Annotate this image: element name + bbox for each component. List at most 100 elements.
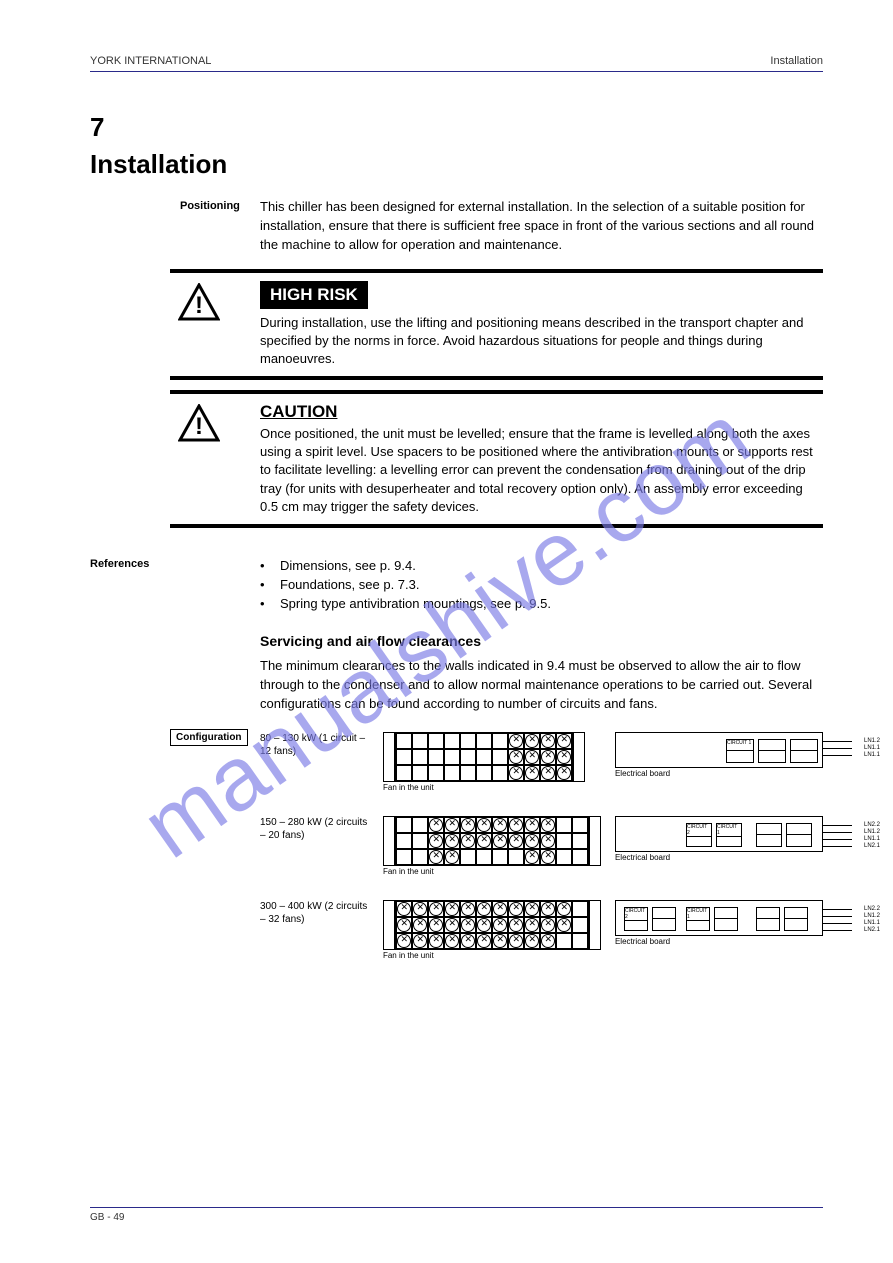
- section-title: Installation: [90, 149, 823, 180]
- fan-cell: [492, 901, 508, 917]
- svg-text:!: !: [195, 292, 203, 319]
- fan-cell: [428, 833, 444, 849]
- fan-cell: [508, 901, 524, 917]
- fan-cell: [540, 917, 556, 933]
- fan-cell: [428, 917, 444, 933]
- fan-cell: [540, 765, 556, 781]
- lead-line: [822, 923, 852, 924]
- fan-grid: [395, 900, 589, 950]
- fan-cell: [460, 817, 476, 833]
- fan-cell: [396, 817, 412, 833]
- unit-endcap: [383, 816, 395, 866]
- lead-label: LN1.2: [864, 829, 880, 835]
- fan-cell: [476, 817, 492, 833]
- fan-icon: [541, 766, 555, 780]
- fan-icon: [525, 902, 539, 916]
- fan-cell: [428, 733, 444, 749]
- fan-cell: [492, 765, 508, 781]
- fan-cell: [524, 901, 540, 917]
- fan-cell: [396, 833, 412, 849]
- fan-cell: [396, 749, 412, 765]
- fan-cell: [444, 901, 460, 917]
- fan-cell: [460, 933, 476, 949]
- configurations: 80 – 130 kW (1 circuit – 12 fans)Fan in …: [260, 732, 823, 960]
- fan-cell: [540, 833, 556, 849]
- fan-icon: [493, 934, 507, 948]
- fan-grid: [395, 732, 573, 782]
- fan-cell: [572, 901, 588, 917]
- diagram-caption: Fan in the unit: [383, 867, 601, 876]
- fan-cell: [444, 933, 460, 949]
- fan-cell: [412, 901, 428, 917]
- config-row: 80 – 130 kW (1 circuit – 12 fans)Fan in …: [260, 732, 823, 792]
- fan-cell: [572, 833, 588, 849]
- fan-icon: [429, 934, 443, 948]
- fan-cell: [540, 849, 556, 865]
- fan-cell: [524, 917, 540, 933]
- fan-cell: [476, 833, 492, 849]
- fan-cell: [508, 917, 524, 933]
- fan-cell: [460, 765, 476, 781]
- fan-icon: [461, 918, 475, 932]
- fan-cell: [524, 765, 540, 781]
- lead-label: LN1.1: [864, 752, 880, 758]
- fan-icon: [461, 818, 475, 832]
- board-diagram: CIRCUIT 1LN1.2LN1.1LN1.1Electrical board: [615, 732, 823, 778]
- reference-item: •Foundations, see p. 7.3.: [260, 577, 823, 592]
- board-slot: [652, 907, 676, 931]
- fan-cell: [396, 733, 412, 749]
- fan-cell: [508, 833, 524, 849]
- lead-line: [822, 846, 852, 847]
- fan-cell: [492, 749, 508, 765]
- fan-icon: [445, 902, 459, 916]
- lead-line: [822, 839, 852, 840]
- fan-cell: [524, 849, 540, 865]
- fan-cell: [524, 833, 540, 849]
- unit-endcap: [383, 900, 395, 950]
- diagram-caption: Fan in the unit: [383, 783, 601, 792]
- positioning-label: Positioning: [180, 200, 330, 212]
- header-section: Installation: [770, 55, 823, 67]
- fan-icon: [461, 934, 475, 948]
- fan-cell: [508, 817, 524, 833]
- fan-cell: [492, 817, 508, 833]
- fan-cell: [412, 733, 428, 749]
- fan-cell: [476, 749, 492, 765]
- fan-cell: [524, 749, 540, 765]
- fan-icon: [477, 818, 491, 832]
- fan-icon: [493, 918, 507, 932]
- fan-cell: [524, 817, 540, 833]
- clearance-paragraph: The minimum clearances to the walls indi…: [260, 657, 823, 714]
- fan-cell: [556, 817, 572, 833]
- unit-endcap: [383, 732, 395, 782]
- fan-icon: [429, 902, 443, 916]
- fan-grid: [395, 816, 589, 866]
- fan-cell: [492, 833, 508, 849]
- fan-icon: [525, 918, 539, 932]
- reference-text: Spring type antivibration mountings, see…: [280, 596, 551, 611]
- fan-cell: [412, 849, 428, 865]
- configuration-label: Configuration: [170, 729, 248, 746]
- fan-cell: [476, 901, 492, 917]
- lead-line: [822, 930, 852, 931]
- fan-cell: [556, 749, 572, 765]
- danger-text: During installation, use the lifting and…: [260, 314, 823, 369]
- fan-icon: [557, 734, 571, 748]
- fan-cell: [428, 901, 444, 917]
- fan-cell: [508, 749, 524, 765]
- lead-label: LN1.2: [864, 913, 880, 919]
- board-slot: CIRCUIT 2: [686, 823, 712, 847]
- board-diagram: CIRCUIT 2CIRCUIT 1LN2.2LN1.2LN1.1LN2.1El…: [615, 816, 823, 862]
- fan-cell: [428, 765, 444, 781]
- board-slot: [756, 907, 780, 931]
- warning-icon: !: [178, 404, 220, 442]
- fan-cell: [492, 917, 508, 933]
- fan-cell: [412, 765, 428, 781]
- warning-icon: !: [178, 283, 220, 321]
- lead-label: LN1.1: [864, 745, 880, 751]
- board-slot: [714, 907, 738, 931]
- page-footer: GB - 49: [90, 1207, 823, 1223]
- board-slot: [758, 739, 786, 763]
- reference-text: Foundations, see p. 7.3.: [280, 577, 419, 592]
- fan-icon: [525, 934, 539, 948]
